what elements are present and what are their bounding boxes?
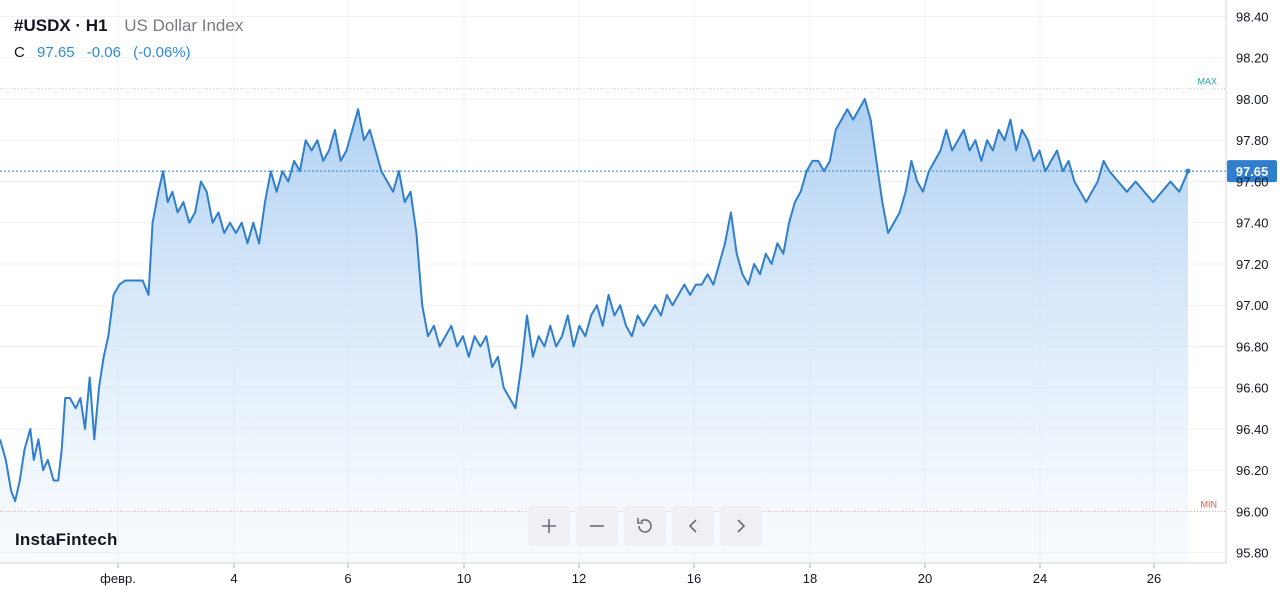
x-tick-label: 26 [1147,571,1161,586]
y-tick-label: 95.80 [1236,546,1269,561]
chart-guides: MAX MIN 97.65 [0,77,1277,512]
close-value: 97.65 [37,44,75,61]
symbol-description: US Dollar Index [124,16,244,35]
zoom-out-button[interactable] [576,506,618,546]
y-tick-label: 98.20 [1236,51,1269,66]
y-tick-label: 96.00 [1236,504,1269,519]
last-price-badge [1227,160,1277,183]
y-tick-label: 97.60 [1236,174,1269,189]
y-axis: 95.80 96.00 96.20 96.40 96.60 96.80 97.00 97.20… [1225,0,1269,563]
x-tick-label: 18 [803,571,817,586]
x-tick-label: 24 [1033,571,1047,586]
reset-button[interactable] [624,506,666,546]
x-tick-label: февр. [100,571,136,586]
y-tick-label: 96.20 [1236,463,1269,478]
plus-icon [542,519,556,533]
y-tick-label: 97.80 [1236,133,1269,148]
zoom-in-button[interactable] [528,506,570,546]
x-tick-label: 20 [918,571,932,586]
price-area [0,99,1188,563]
change-percent: (-0.06%) [133,44,191,61]
reset-icon [637,518,652,533]
x-tick-label: 6 [344,571,351,586]
min-label: MIN [1201,499,1218,509]
last-point [1185,168,1191,174]
x-tick-label: 12 [572,571,586,586]
change-value: -0.06 [86,44,121,61]
chevron-left-icon [688,519,697,533]
y-tick-label: 96.80 [1236,339,1269,354]
y-tick-label: 96.40 [1236,422,1269,437]
symbol-line: #USDX · H1 US Dollar Index [14,16,243,36]
quote-line: C 97.65 -0.06 (-0.06%) [14,44,243,61]
y-tick-label: 96.60 [1236,381,1269,396]
brand-logo: InstaFintech [15,530,118,549]
price-line [0,98,1189,503]
minus-icon [590,525,604,527]
close-label: C [14,44,25,61]
symbol-name: #USDX · H1 [14,16,108,35]
x-tick-label: 4 [230,571,237,586]
x-tick-label: 10 [457,571,471,586]
x-tick-label: 16 [687,571,701,586]
y-tick-label: 98.00 [1236,92,1269,107]
scroll-right-button[interactable] [720,506,762,546]
last-price-label: 97.65 [1236,164,1269,179]
chevron-right-icon [737,519,746,533]
max-label: MAX [1197,77,1217,87]
y-tick-label: 98.40 [1236,9,1269,24]
y-tick-label: 97.40 [1236,216,1269,231]
scroll-left-button[interactable] [672,506,714,546]
chart-controls [528,506,762,546]
y-tick-label: 97.20 [1236,257,1269,272]
x-axis: февр. 4 6 10 12 16 18 20 24 26 [0,562,1226,586]
chart-header: #USDX · H1 US Dollar Index C 97.65 -0.06… [14,16,243,61]
y-tick-label: 97.00 [1236,298,1269,313]
